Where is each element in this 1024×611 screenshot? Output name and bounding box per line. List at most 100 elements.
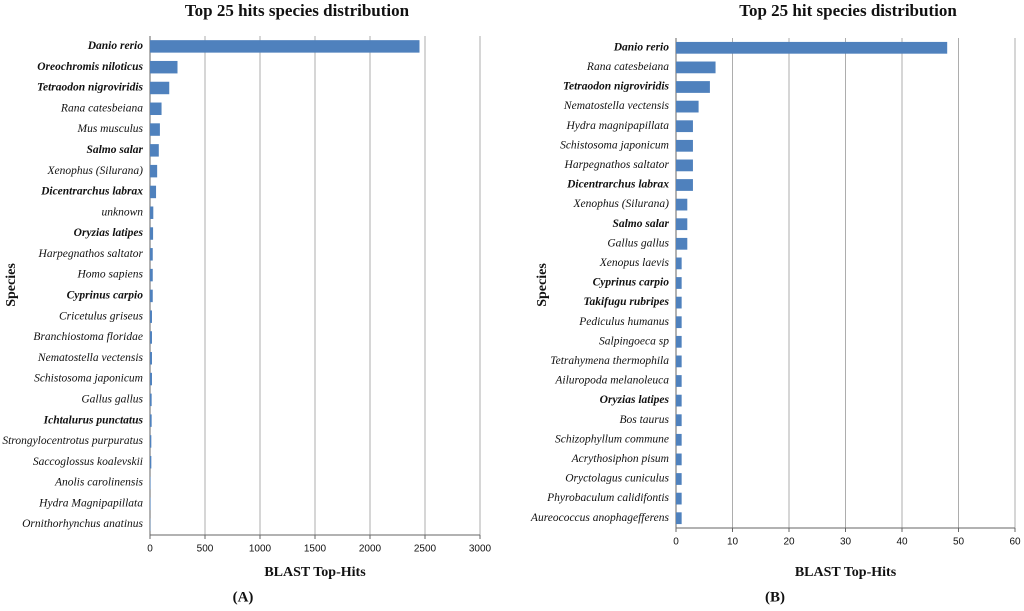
category-label: Dicentrarchus labrax (566, 179, 669, 191)
x-tick-label: 1500 (304, 544, 327, 555)
category-label: Nematostella vectensis (563, 100, 670, 112)
category-label: Tetraodon nigroviridis (563, 81, 669, 93)
bar (676, 179, 693, 191)
x-tick-label: 500 (197, 544, 214, 555)
category-label: Xenophus (Silurana) (572, 198, 669, 210)
x-axis-label: BLAST Top-Hits (795, 565, 897, 580)
bar (150, 60, 178, 74)
category-label: unknown (101, 206, 143, 218)
bar (676, 120, 693, 133)
category-label: Strongylocentrotus purpuratus (2, 435, 143, 447)
bar (150, 123, 160, 136)
category-label: Oryctolagus cuniculus (565, 473, 669, 485)
bar (150, 206, 154, 219)
chart-title: Top 25 hit species distribution (739, 1, 957, 20)
category-label: Saccoglossus koalevskii (33, 456, 143, 468)
x-tick-label: 30 (840, 537, 852, 548)
bar (150, 40, 420, 53)
category-label: Schistosoma japonicum (560, 139, 669, 151)
bar (676, 198, 688, 211)
x-tick-label: 60 (1009, 537, 1021, 548)
bar (676, 492, 682, 505)
category-label: Salpingoeca sp (599, 335, 669, 347)
category-label: Ornithorhynchus anatinus (22, 518, 143, 530)
category-label: Ichtalurus punctatus (43, 414, 144, 426)
category-label: Takifugu rubripes (583, 296, 669, 308)
category-label: Gallus gallus (81, 393, 143, 405)
x-tick-label: 2500 (414, 544, 437, 555)
category-label: Tetrahymena thermophila (550, 355, 669, 367)
bar (150, 227, 154, 240)
bar (676, 473, 682, 485)
x-tick-label: 3000 (469, 544, 492, 555)
bar (676, 355, 682, 368)
category-label: Gallus gallus (607, 237, 669, 249)
bar (676, 81, 710, 93)
x-tick-label: 50 (953, 537, 965, 548)
category-label: Oreochromis niloticus (37, 61, 143, 73)
bar (676, 159, 693, 172)
category-label: Schizophyllum commune (555, 433, 669, 445)
x-tick-label: 1000 (249, 544, 272, 555)
bar (150, 289, 153, 303)
category-label: Harpegnathos saltator (564, 159, 670, 171)
category-label: Acrythosiphon pisum (571, 453, 669, 465)
x-tick-label: 0 (147, 544, 153, 555)
category-label: Mus musculus (77, 123, 144, 135)
category-label: Anolis carolinensis (54, 477, 144, 489)
category-label: Schistosoma japonicum (34, 373, 143, 385)
category-label: Bos taurus (619, 414, 669, 426)
bar (150, 455, 152, 469)
bar (150, 352, 152, 365)
category-label: Rana catesbeiana (60, 102, 143, 114)
panel-label: (A) (233, 589, 254, 605)
x-tick-label: 10 (727, 537, 739, 548)
bar (676, 433, 682, 446)
category-label: Cyprinus carpio (593, 277, 670, 289)
bar (676, 61, 716, 74)
bar (150, 81, 170, 95)
category-label: Xenophus (Silurana) (46, 165, 143, 177)
bar (150, 164, 158, 178)
category-label: Salmo salar (86, 144, 143, 156)
bar (150, 414, 152, 427)
category-label: Aureococcus anophagefferens (530, 512, 670, 524)
category-label: Oryzias latipes (600, 394, 670, 406)
bar (676, 277, 682, 289)
category-label: Cyprinus carpio (67, 290, 144, 302)
category-label: Hydra Magnipapillata (38, 497, 143, 509)
category-label: Hydra magnipapillata (565, 120, 669, 132)
bar (676, 41, 948, 54)
bar (150, 268, 153, 282)
x-tick-label: 40 (896, 537, 908, 548)
category-label: Oryzias latipes (74, 227, 144, 239)
bar (150, 497, 151, 511)
category-label: Pediculus humanus (578, 316, 669, 328)
panel-label: (B) (765, 589, 785, 605)
category-label: Harpegnathos saltator (38, 248, 144, 260)
x-axis-label: BLAST Top-Hits (264, 565, 366, 580)
bar (676, 335, 682, 348)
category-label: Nematostella vectensis (37, 352, 144, 364)
category-label: Homo sapiens (77, 269, 144, 281)
y-axis-label: Species (535, 263, 550, 307)
bar (150, 393, 152, 407)
bar (150, 102, 162, 116)
bar (150, 331, 152, 344)
category-label: Cricetulus griseus (59, 310, 144, 322)
bar (676, 296, 682, 309)
bar (150, 144, 159, 157)
bar (676, 453, 682, 466)
category-label: Dicentrarchus labrax (40, 186, 143, 198)
bar (676, 512, 682, 525)
bar (676, 257, 682, 270)
y-axis-label: Species (4, 263, 19, 307)
bar (150, 435, 152, 448)
bar (676, 100, 699, 113)
chart-title: Top 25 hits species distribution (185, 1, 410, 20)
bar (676, 375, 682, 387)
bar (676, 316, 682, 329)
category-label: Danio rerio (613, 41, 670, 53)
category-label: Rana catesbeiana (586, 61, 669, 73)
category-label: Branchiostoma floridae (33, 331, 143, 343)
